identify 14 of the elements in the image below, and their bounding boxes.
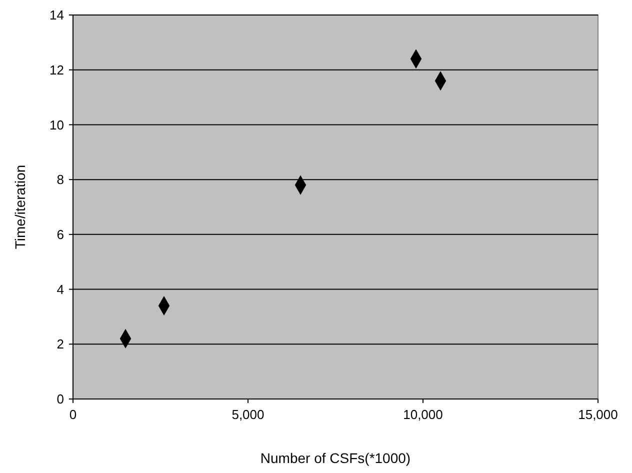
y-tick-label: 8 (56, 172, 64, 188)
y-tick-label: 12 (50, 62, 64, 78)
y-tick-label: 0 (56, 392, 64, 407)
x-tick-label: 15,000 (578, 407, 618, 422)
x-tick-label: 0 (69, 407, 77, 422)
y-tick-label: 4 (56, 282, 64, 297)
y-tick-label: 10 (50, 117, 64, 132)
y-tick-label: 2 (56, 336, 64, 352)
x-tick-label: 5,000 (232, 407, 264, 422)
x-axis-title: Number of CSFs(*1000) (260, 450, 411, 466)
x-tick-label: 10,000 (403, 407, 443, 422)
y-tick-label: 14 (50, 8, 64, 23)
y-tick-label: 6 (56, 226, 64, 242)
y-axis-title: Time/iteration (12, 164, 28, 250)
